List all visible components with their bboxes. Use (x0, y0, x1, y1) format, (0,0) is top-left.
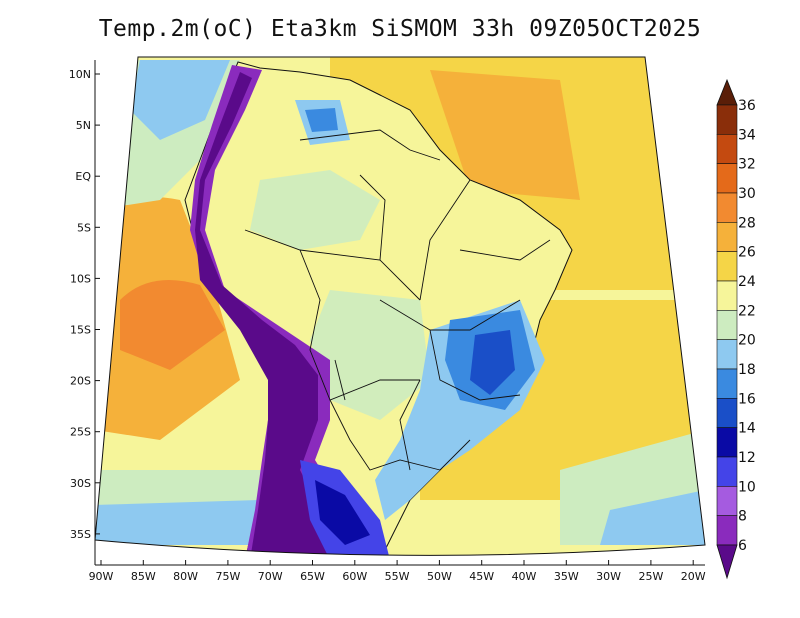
y-tick-label: 25S (70, 426, 91, 439)
y-tick-label: 20S (70, 375, 91, 388)
y-tick-label: 30S (70, 477, 91, 490)
x-axis-ticks: 90W 85W 80W 75W 70W 65W 60W 55W 50W 45W 40W 35W 30W 2… (89, 560, 706, 583)
colorbar-label: 10 (738, 479, 756, 495)
ocean-atlantic-hot (430, 70, 580, 200)
colorbar-swatch (716, 368, 738, 399)
colorbar-swatch (716, 163, 738, 194)
ocean-pacific-hot (120, 280, 225, 370)
andes-core (195, 72, 360, 556)
colorbar-min-triangle (716, 544, 738, 580)
x-tick-label: 25W (638, 570, 663, 583)
colorbar-label: 6 (738, 538, 747, 554)
y-tick-label: EQ (75, 170, 91, 183)
colorbar-label: 20 (738, 333, 756, 349)
colorbar-swatch (716, 251, 738, 282)
ocean-pacific-north-cold (130, 60, 230, 140)
x-tick-label: 70W (258, 570, 283, 583)
land-cool-central (310, 290, 430, 420)
y-tick-label: 5N (76, 119, 91, 132)
highland-dark-mg (470, 330, 515, 395)
x-tick-label: 80W (173, 570, 198, 583)
ocean-southeast-cold (600, 490, 705, 545)
colorbar-label: 14 (738, 421, 756, 437)
colorbar-label: 22 (738, 303, 756, 319)
x-tick-label: 40W (512, 570, 537, 583)
y-tick-label: 10N (69, 68, 91, 81)
map-domain (95, 57, 705, 556)
colorbar-label: 8 (738, 509, 747, 525)
colorbar-label: 16 (738, 391, 756, 407)
colorbar-label: 24 (738, 274, 756, 290)
colorbar-label: 18 (738, 362, 756, 378)
colorbar: 6 8 10 12 14 16 18 20 22 24 26 28 30 32 34 36 (716, 78, 756, 580)
colorbar-swatch (716, 222, 738, 252)
colorbar-swatch (716, 515, 738, 546)
colorbar-label: 34 (738, 127, 756, 143)
x-tick-label: 85W (131, 570, 156, 583)
x-tick-label: 90W (89, 570, 114, 583)
colorbar-swatch (716, 104, 738, 135)
x-tick-label: 35W (554, 570, 579, 583)
colorbar-label: 12 (738, 450, 756, 466)
x-tick-label: 50W (427, 570, 452, 583)
y-tick-label: 10S (70, 272, 91, 285)
colorbar-max-triangle (716, 78, 738, 106)
colorbar-swatch (716, 134, 738, 164)
map-frame (94, 56, 706, 556)
colorbar-swatch (716, 192, 738, 223)
colorbar-swatch (716, 486, 738, 516)
colorbar-swatch (716, 280, 738, 311)
x-tick-label: 20W (681, 570, 706, 583)
y-tick-label: 35S (70, 528, 91, 541)
map-title: Temp.2m(oC) Eta3km SiSMOM 33h 09Z05OCT20… (98, 16, 702, 42)
x-tick-label: 75W (215, 570, 240, 583)
colorbar-label: 32 (738, 157, 756, 173)
x-tick-label: 60W (342, 570, 367, 583)
land-cool-amazon (250, 170, 380, 250)
highland-guiana (305, 108, 338, 132)
colorbar-label: 30 (738, 186, 756, 202)
ocean-south-cold (95, 500, 260, 545)
country-borders (244, 129, 551, 471)
x-tick-label: 55W (385, 570, 410, 583)
colorbar-label: 36 (738, 98, 756, 114)
y-tick-label: 15S (70, 324, 91, 337)
y-axis-ticks: 10N 5N EQ 5S 10S 15S 20S 25S 30S 35S (69, 68, 100, 541)
y-tick-label: 5S (77, 221, 91, 234)
x-tick-label: 30W (596, 570, 621, 583)
colorbar-swatch (716, 456, 738, 487)
colorbar-swatch (716, 427, 738, 458)
patagonia-dark (315, 480, 370, 545)
colorbar-swatch (716, 310, 738, 340)
colorbar-label: 28 (738, 215, 756, 231)
colorbar-swatch (716, 339, 738, 370)
x-tick-label: 65W (300, 570, 325, 583)
colorbar-swatch (716, 398, 738, 428)
x-tick-label: 45W (469, 570, 494, 583)
colorbar-label: 26 (738, 245, 756, 261)
